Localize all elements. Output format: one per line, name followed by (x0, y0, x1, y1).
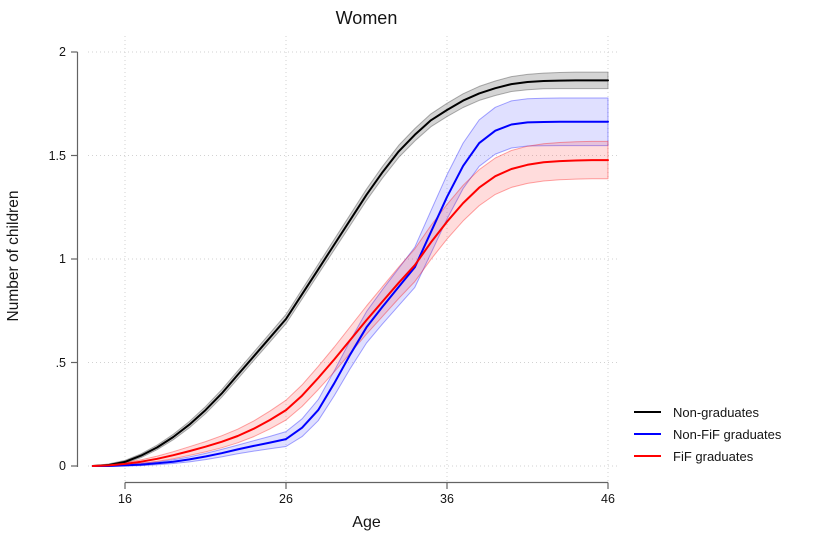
legend-line-sample (634, 411, 661, 413)
legend-label: Non-FiF graduates (673, 426, 782, 442)
series-line-fif-graduates (91, 159, 609, 467)
legend-row: Non-graduates (634, 401, 781, 423)
ci-band-fif-graduates (92, 140, 609, 467)
x-tick-label: 16 (118, 492, 132, 506)
series-line-non-graduates (91, 79, 609, 467)
y-tick-label: 2 (59, 45, 66, 59)
legend-row: Non-FiF graduates (634, 423, 781, 445)
x-tick-label: 26 (279, 492, 293, 506)
x-tick-label: 36 (440, 492, 454, 506)
y-axis-label: Number of children (5, 190, 22, 322)
legend-line-sample (634, 455, 661, 457)
y-tick-label: 1.5 (48, 148, 66, 163)
x-axis-label: Age (352, 514, 381, 531)
y-tick-label: 1 (59, 252, 66, 266)
series-line-non-fif-graduates (91, 120, 609, 467)
legend-label: Non-graduates (673, 404, 759, 420)
chart-title: Women (335, 8, 398, 28)
y-tick-label: .5 (55, 355, 66, 370)
legend-line-sample (634, 433, 661, 435)
legend-label: FiF graduates (673, 448, 754, 464)
y-tick-label: 0 (59, 459, 66, 473)
legend-row: FiF graduates (634, 445, 781, 467)
x-tick-label: 46 (601, 492, 615, 506)
legend: Non-graduates Non-FiF graduates FiF gradua… (634, 401, 781, 467)
